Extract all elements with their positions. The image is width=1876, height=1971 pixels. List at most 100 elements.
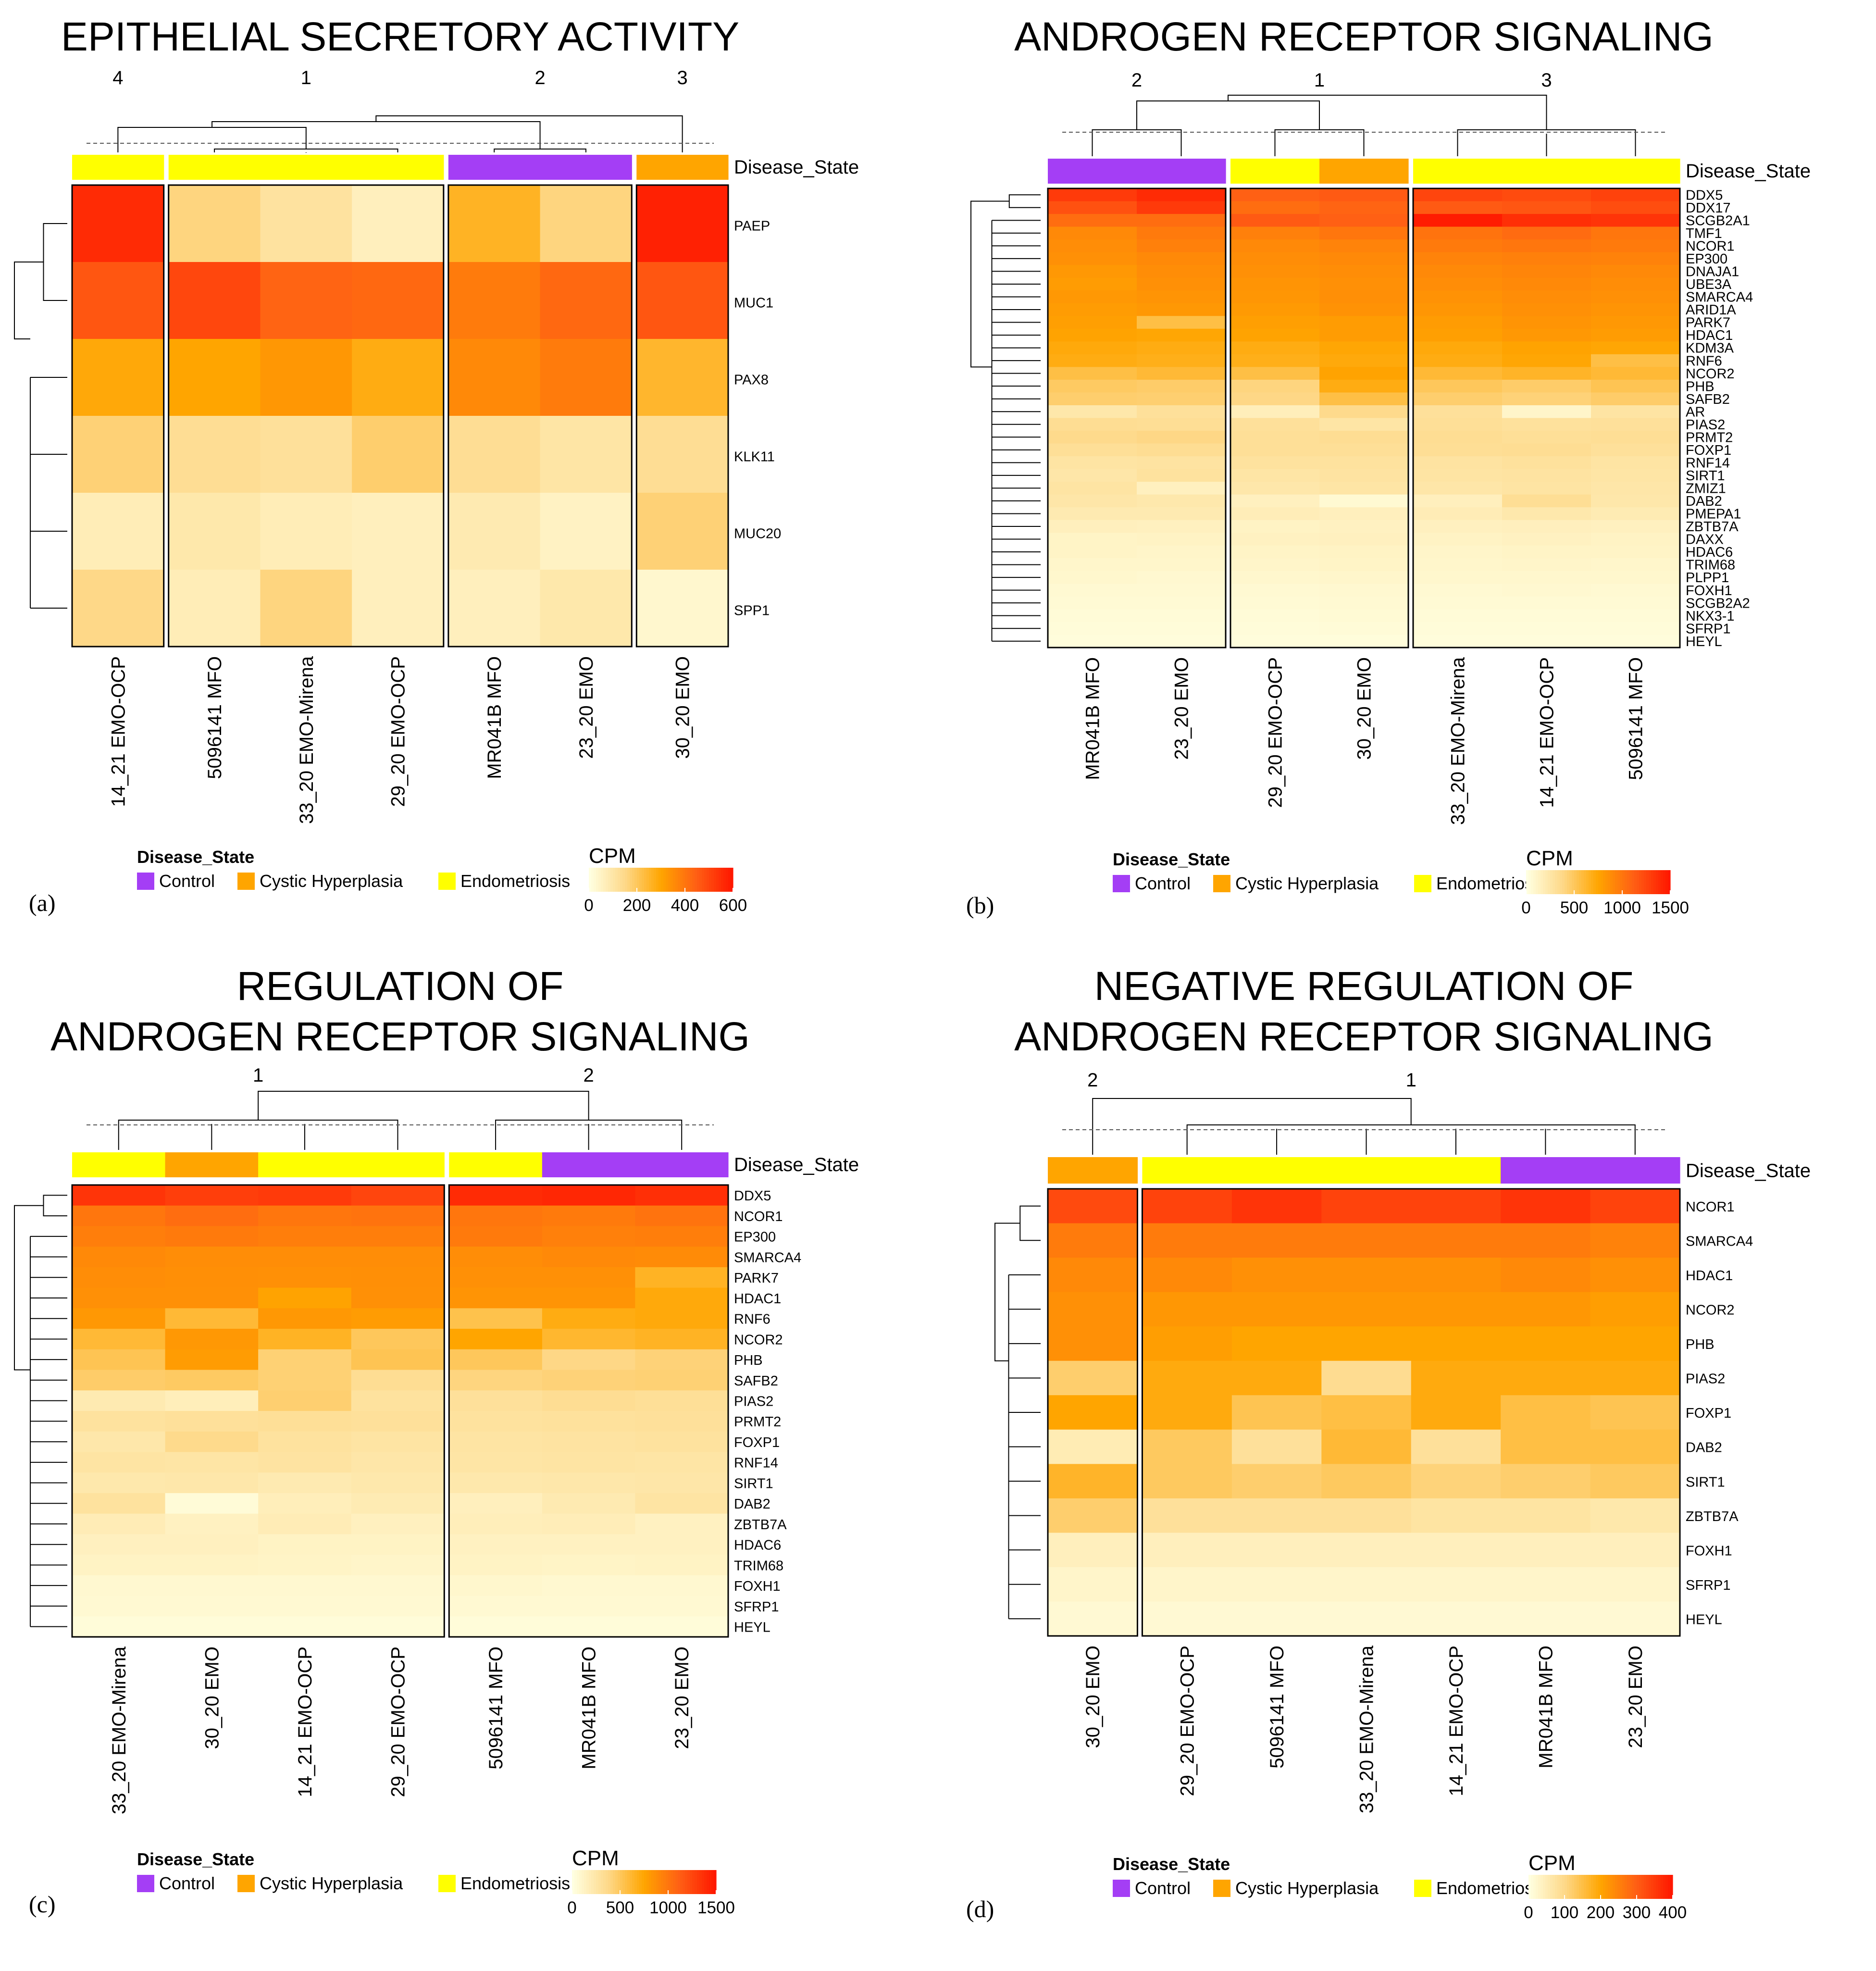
heatmap-cell bbox=[1230, 392, 1320, 406]
heatmap-cell bbox=[165, 1226, 259, 1247]
heatmap-cell bbox=[1321, 1292, 1412, 1327]
scale-step bbox=[1646, 870, 1649, 894]
scale-step bbox=[723, 868, 726, 892]
sample-label: 33_20 EMO-Mirena bbox=[296, 656, 317, 824]
scale-step bbox=[1553, 870, 1555, 894]
gene-label: PAX8 bbox=[734, 372, 769, 387]
annotation-cell bbox=[1142, 1157, 1232, 1184]
heatmap-cell bbox=[1413, 277, 1503, 291]
heatmap-cell bbox=[352, 493, 444, 570]
scale-step bbox=[584, 1870, 587, 1894]
heatmap-cell bbox=[1590, 1223, 1680, 1258]
heatmap-cell bbox=[1048, 520, 1137, 533]
scale-step bbox=[702, 868, 705, 892]
cluster-label: 3 bbox=[1541, 70, 1552, 91]
scale-step bbox=[1637, 1875, 1640, 1899]
scale-step bbox=[601, 868, 604, 892]
scale-step bbox=[695, 1870, 697, 1894]
scale-step bbox=[699, 1870, 702, 1894]
heatmap-cell bbox=[1413, 507, 1503, 521]
gene-label: SPP1 bbox=[734, 603, 770, 618]
legend-item-label: Cystic Hyperplasia bbox=[1235, 873, 1379, 893]
scale-step bbox=[1531, 870, 1534, 894]
heatmap-cell bbox=[449, 1205, 543, 1226]
scale-step bbox=[1596, 1875, 1599, 1899]
scale-step bbox=[692, 1870, 695, 1894]
row-dendrogram bbox=[970, 194, 1041, 642]
sample-label: 33_20 EMO-Mirena bbox=[1356, 1645, 1378, 1813]
heatmap-cell bbox=[1413, 443, 1503, 457]
heatmap-cell bbox=[1048, 533, 1137, 546]
heatmap-cell bbox=[449, 1185, 543, 1206]
heatmap-cell bbox=[1048, 1498, 1138, 1533]
heatmap-cell bbox=[1321, 1567, 1412, 1602]
heatmap-cell bbox=[1048, 1223, 1138, 1258]
gene-label: HEYL bbox=[1686, 634, 1722, 649]
heatmap-cell bbox=[635, 1452, 729, 1473]
gene-label: FOXH1 bbox=[1686, 583, 1732, 599]
heatmap-cell bbox=[542, 1205, 635, 1226]
heatmap-cell bbox=[72, 1329, 166, 1350]
heatmap-cell bbox=[1502, 226, 1591, 240]
heatmap-cell bbox=[1591, 520, 1680, 533]
scale-step bbox=[596, 868, 599, 892]
heatmap-cell bbox=[1137, 379, 1226, 393]
scale-step bbox=[1622, 1875, 1625, 1899]
heatmap-cell bbox=[1502, 635, 1591, 648]
heatmap-cell bbox=[1230, 520, 1320, 533]
scale-step bbox=[1663, 1875, 1666, 1899]
heatmap-cell bbox=[1590, 1326, 1680, 1361]
heatmap-cell bbox=[1230, 226, 1320, 240]
cluster-label: 1 bbox=[1406, 1070, 1416, 1091]
heatmap-panel-d: NEGATIVE REGULATION OF ANDROGEN RECEPTOR … bbox=[966, 963, 1811, 1922]
heatmap-cell bbox=[1411, 1360, 1501, 1396]
heatmap-cell bbox=[258, 1247, 352, 1268]
heatmap-cell bbox=[448, 339, 541, 416]
heatmap-cell bbox=[1413, 520, 1503, 533]
scale-step bbox=[1557, 1875, 1560, 1899]
heatmap-cell bbox=[1142, 1360, 1232, 1396]
heatmap-cell bbox=[1591, 571, 1680, 584]
heatmap-cell bbox=[1137, 239, 1226, 253]
heatmap-cell bbox=[1230, 635, 1320, 648]
annotation-cell bbox=[165, 1152, 259, 1177]
heatmap-cell bbox=[1137, 328, 1226, 342]
scale-step bbox=[1668, 1875, 1671, 1899]
heatmap-cell bbox=[1231, 1360, 1322, 1396]
annotation-cell bbox=[1319, 159, 1409, 184]
heatmap-cell bbox=[1048, 443, 1137, 457]
annotation-cell bbox=[1137, 159, 1226, 184]
heatmap-cell bbox=[1413, 392, 1503, 406]
heatmap-cell bbox=[542, 1431, 635, 1452]
heatmap-cell bbox=[1591, 316, 1680, 329]
heatmap-cell bbox=[448, 185, 541, 262]
heatmap-cell bbox=[1048, 545, 1137, 559]
scale-step bbox=[606, 1870, 609, 1894]
scale-title: CPM bbox=[1528, 1851, 1576, 1875]
scale-step bbox=[1613, 870, 1615, 894]
heatmap-cell bbox=[1230, 571, 1320, 584]
scale-step bbox=[1593, 1875, 1596, 1899]
heatmap-cell bbox=[72, 1247, 166, 1268]
heatmap-cell bbox=[635, 1616, 729, 1637]
heatmap-cell bbox=[1591, 367, 1680, 380]
heatmap-cell bbox=[1321, 1223, 1412, 1258]
heatmap-cell bbox=[636, 493, 729, 570]
gene-label: DDX5 bbox=[734, 1188, 771, 1204]
heatmap-cell bbox=[1137, 367, 1226, 380]
gene-label: DNAJA1 bbox=[1686, 264, 1739, 280]
column-dendrogram bbox=[117, 115, 683, 153]
heatmap-cell bbox=[635, 1267, 729, 1288]
sample-label: 23_20 EMO bbox=[1171, 657, 1193, 760]
scale-step bbox=[1536, 870, 1539, 894]
scale-step bbox=[1545, 870, 1548, 894]
heatmap-cell bbox=[1230, 328, 1320, 342]
heatmap-cell bbox=[449, 1287, 543, 1309]
scale-step bbox=[622, 868, 625, 892]
heatmap-cell bbox=[635, 1329, 729, 1350]
heatmap-cell bbox=[635, 1247, 729, 1268]
heatmap-cell bbox=[1142, 1533, 1232, 1568]
sample-label: 5096141 MFO bbox=[485, 1647, 507, 1770]
scale-tick-label: 1500 bbox=[697, 1898, 735, 1917]
gene-label: HDAC1 bbox=[734, 1291, 781, 1307]
